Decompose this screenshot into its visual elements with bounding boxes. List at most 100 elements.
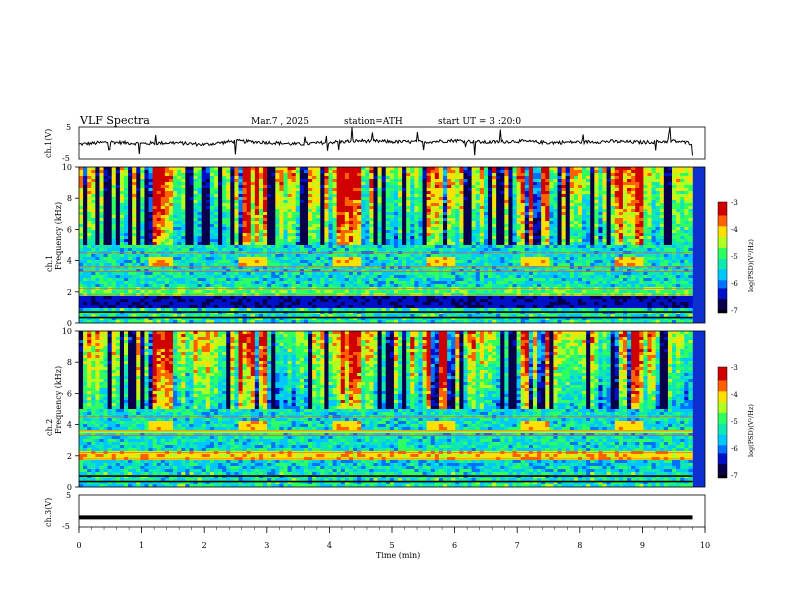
spectrogram-cell — [185, 266, 190, 270]
spectrogram-cell — [164, 230, 170, 234]
spectrogram-cell — [320, 170, 325, 174]
spectrogram-cell — [381, 269, 387, 273]
spectrogram-cell — [115, 191, 121, 195]
spectrogram-cell — [336, 308, 342, 312]
spectrogram-cell — [381, 167, 387, 171]
spectrogram-cell — [91, 242, 96, 246]
spectrogram-cell — [222, 296, 227, 300]
spectrogram-cell — [398, 191, 403, 195]
spectrogram-cell — [451, 227, 456, 231]
spectrogram-cell — [332, 236, 337, 240]
spectrogram-cell — [271, 248, 276, 252]
spectrogram-cell — [353, 212, 358, 216]
spectrogram-cell — [369, 176, 374, 180]
spectrogram-cell — [459, 275, 464, 279]
spectrogram-cell — [234, 302, 239, 306]
spectrogram-cell — [430, 218, 436, 222]
spectrogram-cell — [467, 275, 472, 279]
spectrogram-cell — [111, 263, 117, 267]
spectrogram-cell — [250, 215, 256, 219]
spectrogram-cell — [267, 179, 272, 183]
spectrogram-cell — [467, 236, 472, 240]
spectrogram-cell — [107, 314, 113, 318]
spectrogram-cell — [344, 257, 350, 261]
spectrogram-cell — [164, 236, 170, 240]
spectrogram-cell — [398, 206, 403, 210]
spectrogram-cell — [193, 206, 198, 210]
spectrogram-cell — [365, 245, 370, 249]
spectrogram-cell — [128, 275, 133, 279]
spectrogram-cell — [353, 290, 358, 294]
spectrogram-cell — [152, 296, 158, 300]
spectrogram-cell — [328, 209, 333, 213]
spectrogram-cell — [144, 212, 149, 216]
spectrogram-cell — [328, 224, 333, 228]
spectrogram-cell — [242, 200, 247, 204]
spectrogram-cell — [168, 254, 174, 258]
spectrogram-cell — [152, 278, 158, 282]
spectrogram-cell — [438, 182, 444, 186]
spectrogram-cell — [160, 212, 166, 216]
spectrogram-cell — [209, 248, 215, 252]
spectrogram-cell — [209, 182, 215, 186]
spectrogram-cell — [295, 242, 301, 246]
spectrogram-cell — [263, 269, 268, 273]
spectrogram-cell — [185, 203, 190, 207]
spectrogram-cell — [226, 212, 231, 216]
spectrogram-cell — [197, 320, 202, 324]
spectrogram-cell — [426, 188, 432, 192]
spectrogram-cell — [393, 248, 399, 252]
spectrogram-cell — [160, 317, 166, 321]
spectrogram-cell — [340, 299, 346, 303]
spectrogram-cell — [410, 227, 415, 231]
spectrogram-cell — [201, 179, 207, 183]
spectrogram-cell — [168, 230, 174, 234]
spectrogram-cell — [357, 266, 362, 270]
spectrogram-cell — [291, 194, 297, 198]
spectrogram-cell — [463, 191, 468, 195]
spectrogram-cell — [87, 173, 92, 177]
spectrogram-cell — [250, 182, 256, 186]
spectrogram-cell — [189, 290, 194, 294]
spectrogram-cell — [148, 272, 153, 276]
spectrogram-cell — [373, 215, 378, 219]
spectrogram-cell — [357, 278, 362, 282]
spectrogram-cell — [177, 245, 182, 249]
spectrogram-cell — [123, 227, 129, 231]
spectrogram-cell — [393, 221, 399, 225]
spectrogram-cell — [303, 296, 309, 300]
spectrogram-cell — [320, 320, 325, 324]
spectrogram-cell — [111, 173, 117, 177]
spectrogram-cell — [398, 296, 403, 300]
spectrogram-cell — [87, 197, 92, 201]
spectrogram-cell — [393, 242, 399, 246]
spectrogram-cell — [385, 248, 391, 252]
spectrogram-cell — [136, 299, 141, 303]
spectrogram-cell — [263, 194, 268, 198]
spectrogram-cell — [148, 242, 153, 246]
spectrogram-cell — [168, 179, 174, 183]
spectrogram-cell — [418, 221, 423, 225]
spectrogram-cell — [193, 203, 198, 207]
spectrogram-cell — [414, 260, 419, 264]
spectrogram-cell — [83, 296, 88, 300]
spectrogram-cell — [291, 227, 297, 231]
spectrogram-cell — [107, 302, 113, 306]
spectrogram-cell — [365, 176, 370, 180]
spectrogram-cell — [443, 215, 448, 219]
spectrogram-cell — [348, 227, 354, 231]
spectrogram-cell — [177, 182, 182, 186]
spectrogram-cell — [324, 170, 329, 174]
spectrogram-cell — [218, 275, 223, 279]
spectrogram-cell — [361, 185, 366, 189]
spectrogram-cell — [385, 296, 391, 300]
spectrogram-cell — [189, 230, 194, 234]
spectrogram-cell — [328, 194, 333, 198]
spectrogram-cell — [426, 272, 432, 276]
spectrogram-cell — [197, 221, 202, 225]
spectrogram-cell — [422, 299, 427, 303]
spectrogram-cell — [455, 320, 460, 324]
spectrogram-cell — [115, 176, 121, 180]
spectrogram-cell — [377, 284, 382, 288]
spectrogram-cell — [381, 218, 387, 222]
